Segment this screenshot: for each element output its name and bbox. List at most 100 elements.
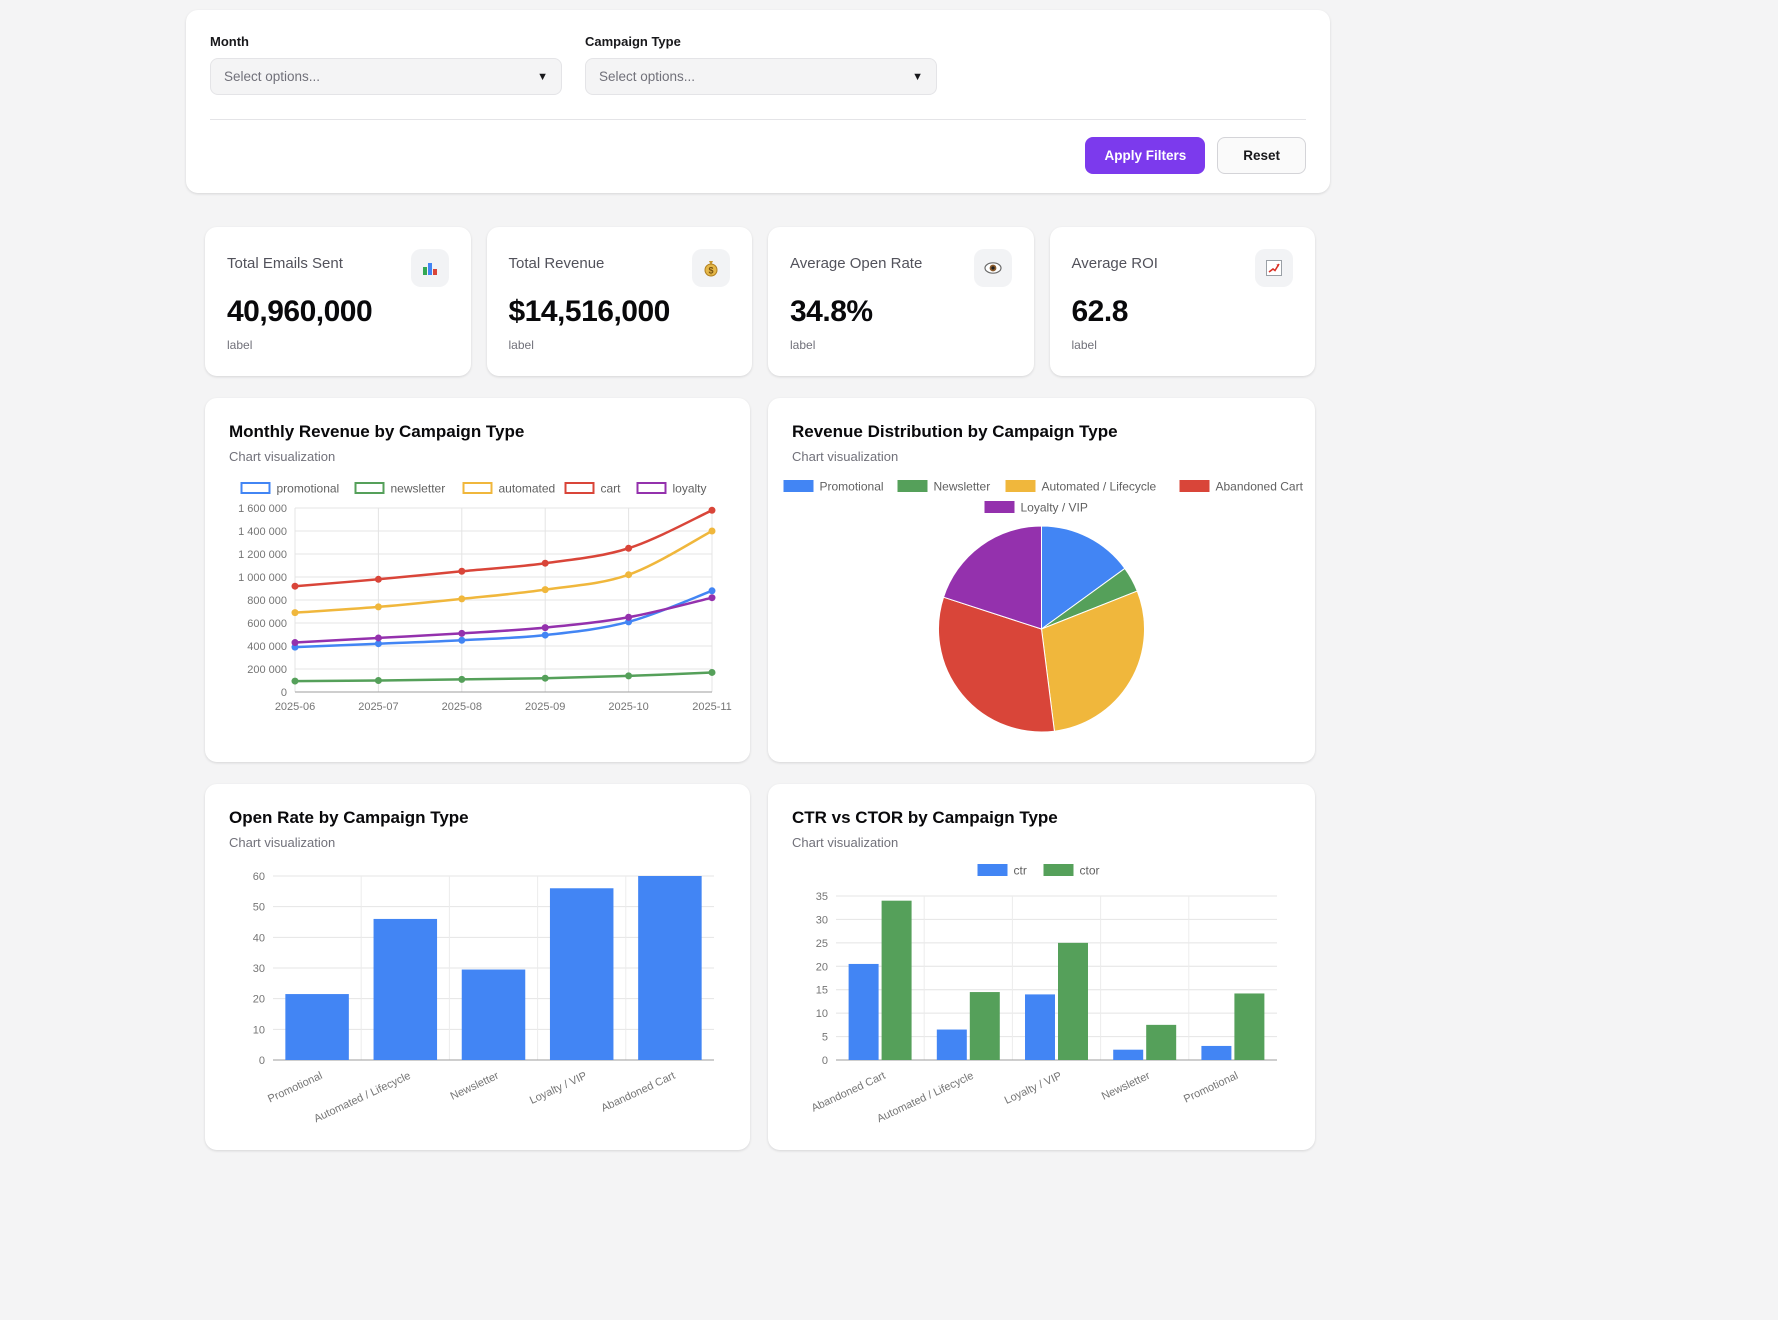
- kpi-value: 62.8: [1072, 295, 1294, 329]
- month-select[interactable]: Select options... ▼: [210, 58, 562, 95]
- svg-text:20: 20: [816, 961, 828, 973]
- campaign-type-filter-field: Campaign Type Select options... ▼: [585, 34, 937, 95]
- kpi-value: 40,960,000: [227, 295, 449, 329]
- filter-panel: Month Select options... ▼ Campaign Type …: [186, 10, 1330, 193]
- svg-text:1 000 000: 1 000 000: [238, 572, 287, 584]
- svg-text:400 000: 400 000: [247, 641, 287, 653]
- kpi-label: Total Emails Sent: [227, 249, 343, 272]
- svg-text:1 600 000: 1 600 000: [238, 503, 287, 515]
- chevron-down-icon: ▼: [912, 71, 923, 83]
- chart-card-revenue-distribution: Revenue Distribution by Campaign Type Ch…: [768, 398, 1315, 762]
- svg-text:0: 0: [281, 687, 287, 699]
- svg-text:Abandoned Cart: Abandoned Cart: [599, 1070, 677, 1115]
- svg-text:2025-06: 2025-06: [275, 701, 315, 713]
- svg-text:2025-08: 2025-08: [442, 701, 482, 713]
- svg-text:automated: automated: [499, 482, 556, 496]
- svg-text:1 200 000: 1 200 000: [238, 549, 287, 561]
- kpi-sublabel: label: [227, 338, 449, 352]
- svg-text:2025-07: 2025-07: [358, 701, 398, 713]
- svg-text:Promotional: Promotional: [820, 480, 884, 494]
- kpi-sublabel: label: [1072, 338, 1294, 352]
- kpi-value: $14,516,000: [509, 295, 731, 329]
- chart-subtitle: Chart visualization: [229, 835, 726, 850]
- campaign-type-select-placeholder: Select options...: [599, 69, 695, 84]
- svg-text:2025-11: 2025-11: [692, 701, 732, 713]
- svg-text:800 000: 800 000: [247, 595, 287, 607]
- svg-text:promotional: promotional: [277, 482, 340, 496]
- svg-text:10: 10: [816, 1008, 828, 1020]
- campaign-type-filter-label: Campaign Type: [585, 34, 937, 49]
- svg-text:2025-10: 2025-10: [608, 701, 648, 713]
- svg-text:50: 50: [253, 902, 265, 914]
- bar-chart-icon: [411, 249, 449, 287]
- chart-subtitle: Chart visualization: [792, 835, 1291, 850]
- chart-title: Open Rate by Campaign Type: [229, 808, 726, 828]
- svg-text:Abandoned Cart: Abandoned Cart: [1216, 480, 1304, 494]
- month-filter-field: Month Select options... ▼: [210, 34, 562, 95]
- svg-text:200 000: 200 000: [247, 664, 287, 676]
- kpi-card-average-roi: Average ROI 62.8 label: [1050, 227, 1316, 376]
- chart-title: Revenue Distribution by Campaign Type: [792, 422, 1291, 442]
- kpi-label: Average Open Rate: [790, 249, 922, 272]
- ctr-ctor-grouped-bar-chart: ctrctor05101520253035Abandoned CartAutom…: [792, 860, 1289, 1122]
- kpi-card-total-revenue: Total Revenue $ $14,516,000 label: [487, 227, 753, 376]
- svg-text:20: 20: [253, 994, 265, 1006]
- svg-text:15: 15: [816, 985, 828, 997]
- svg-text:Automated / Lifecycle: Automated / Lifecycle: [1042, 480, 1157, 494]
- svg-text:Loyalty / VIP: Loyalty / VIP: [528, 1070, 589, 1107]
- svg-text:ctor: ctor: [1080, 864, 1100, 878]
- kpi-label: Total Revenue: [509, 249, 605, 272]
- svg-text:Newsletter: Newsletter: [934, 480, 991, 494]
- svg-text:Loyalty / VIP: Loyalty / VIP: [1021, 501, 1088, 515]
- kpi-value: 34.8%: [790, 295, 1012, 329]
- svg-text:loyalty: loyalty: [673, 482, 707, 496]
- svg-text:Automated / Lifecycle: Automated / Lifecycle: [875, 1070, 975, 1125]
- svg-text:600 000: 600 000: [247, 618, 287, 630]
- svg-text:30: 30: [816, 914, 828, 926]
- svg-text:Abandoned Cart: Abandoned Cart: [810, 1070, 888, 1115]
- svg-text:10: 10: [253, 1024, 265, 1036]
- svg-text:Loyalty / VIP: Loyalty / VIP: [1003, 1070, 1064, 1107]
- revenue-distribution-pie-chart: Promotional Newsletter Automated / Lifecyc…: [792, 474, 1291, 736]
- svg-text:25: 25: [816, 938, 828, 950]
- kpi-card-total-emails: Total Emails Sent 40,960,000 label: [205, 227, 471, 376]
- svg-text:$: $: [708, 266, 713, 276]
- svg-text:Automated / Lifecycle: Automated / Lifecycle: [312, 1070, 412, 1125]
- svg-text:1 400 000: 1 400 000: [238, 526, 287, 538]
- month-select-placeholder: Select options...: [224, 69, 320, 84]
- svg-text:Newsletter: Newsletter: [1100, 1070, 1152, 1103]
- apply-filters-button[interactable]: Apply Filters: [1085, 137, 1205, 174]
- chart-card-ctr-ctor: CTR vs CTOR by Campaign Type Chart visua…: [768, 784, 1315, 1150]
- month-filter-label: Month: [210, 34, 562, 49]
- filter-divider: [210, 119, 1306, 120]
- campaign-type-select[interactable]: Select options... ▼: [585, 58, 937, 95]
- reset-button[interactable]: Reset: [1217, 137, 1306, 174]
- svg-text:Newsletter: Newsletter: [449, 1070, 501, 1103]
- kpi-sublabel: label: [509, 338, 731, 352]
- money-bag-icon: $: [692, 249, 730, 287]
- open-rate-bar-chart: 0 10 20 30 40 50 60 PromotionalAutomated / Life…: [229, 860, 726, 1122]
- chart-subtitle: Chart visualization: [792, 449, 1291, 464]
- chart-card-open-rate: Open Rate by Campaign Type Chart visuali…: [205, 784, 750, 1150]
- chart-title: CTR vs CTOR by Campaign Type: [792, 808, 1291, 828]
- svg-text:Promotional: Promotional: [266, 1070, 324, 1106]
- svg-text:2025-09: 2025-09: [525, 701, 565, 713]
- chart-subtitle: Chart visualization: [229, 449, 726, 464]
- kpi-card-average-open-rate: Average Open Rate 34.8% label: [768, 227, 1034, 376]
- chart-increasing-icon: [1255, 249, 1293, 287]
- svg-text:ctr: ctr: [1014, 864, 1027, 878]
- svg-text:Promotional: Promotional: [1182, 1070, 1240, 1106]
- svg-text:60: 60: [253, 871, 265, 883]
- chevron-down-icon: ▼: [537, 71, 548, 83]
- svg-text:30: 30: [253, 963, 265, 975]
- svg-text:0: 0: [259, 1055, 265, 1067]
- kpi-row: Total Emails Sent 40,960,000 label Total…: [205, 227, 1315, 376]
- svg-text:cart: cart: [601, 482, 622, 496]
- kpi-label: Average ROI: [1072, 249, 1158, 272]
- svg-text:5: 5: [822, 1032, 828, 1044]
- chart-title: Monthly Revenue by Campaign Type: [229, 422, 726, 442]
- chart-card-monthly-revenue: Monthly Revenue by Campaign Type Chart v…: [205, 398, 750, 762]
- svg-text:40: 40: [253, 932, 265, 944]
- svg-text:0: 0: [822, 1055, 828, 1067]
- kpi-sublabel: label: [790, 338, 1012, 352]
